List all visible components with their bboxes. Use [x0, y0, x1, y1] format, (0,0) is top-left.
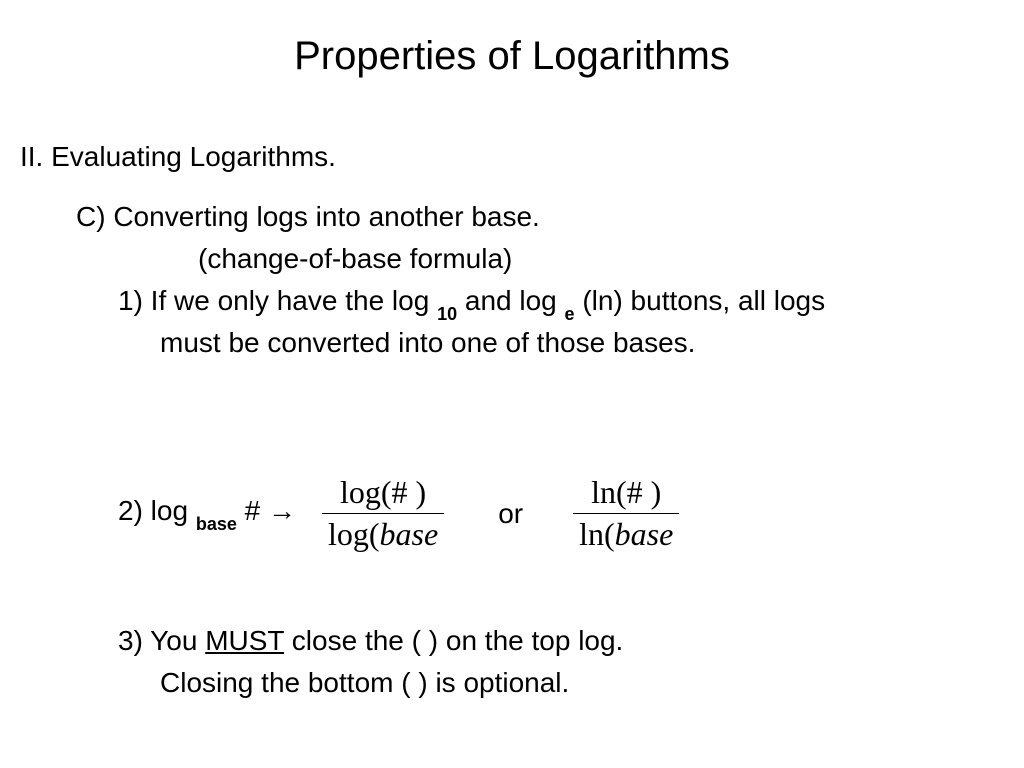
p2-prefix-sub: base — [196, 514, 237, 534]
point-c-heading: C) Converting logs into another base. — [76, 200, 540, 234]
section-heading: II. Evaluating Logarithms. — [20, 140, 336, 174]
p1-text-a: 1) If we only have the log — [118, 285, 437, 316]
point-3-line2: Closing the bottom ( ) is optional. — [160, 666, 569, 700]
frac1-denominator: log(base — [322, 514, 444, 553]
slide-title: Properties of Logarithms — [0, 34, 1024, 79]
frac2-numerator: ln(# ) — [585, 474, 667, 513]
frac1-numerator: log(# ) — [334, 474, 432, 513]
p1-sub-10: 10 — [437, 304, 457, 324]
p1-text-c: (ln) buttons, all logs — [575, 285, 826, 316]
p3-text-a: 3) You — [118, 625, 205, 656]
point-2-formula-row: 2) log base # → log(# ) log(base or ln(#… — [118, 474, 685, 553]
p1-text-b: and log — [457, 285, 564, 316]
or-text: or — [498, 498, 523, 530]
point-1-line2: must be converted into one of those base… — [160, 326, 695, 360]
frac2-den-b: base — [615, 516, 674, 552]
p2-prefix: 2) log base # → — [118, 495, 296, 532]
p2-prefix-b: # — [237, 495, 268, 526]
p3-must: MUST — [205, 625, 284, 656]
p2-prefix-a: 2) log — [118, 495, 196, 526]
arrow-icon: → — [268, 495, 296, 526]
point-c-subtitle: (change-of-base formula) — [198, 242, 512, 276]
frac1-den-b: base — [380, 516, 439, 552]
p1-sub-e: e — [565, 304, 575, 324]
fraction-ln: ln(# ) ln(base — [573, 474, 679, 553]
point-1-line1: 1) If we only have the log 10 and log e … — [118, 284, 825, 322]
frac1-den-a: log( — [328, 516, 380, 552]
p3-text-b: close the ( ) on the top log. — [284, 625, 623, 656]
slide: Properties of Logarithms II. Evaluating … — [0, 0, 1024, 768]
frac2-denominator: ln(base — [573, 514, 679, 553]
point-3-line1: 3) You MUST close the ( ) on the top log… — [118, 624, 623, 658]
fraction-log: log(# ) log(base — [322, 474, 444, 553]
frac2-den-a: ln( — [579, 516, 615, 552]
